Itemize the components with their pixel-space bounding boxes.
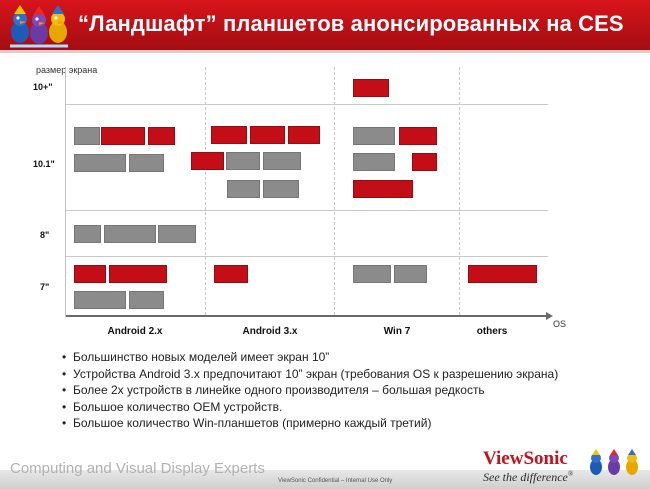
list-item: Большое количество Win-планшетов (пример… (62, 415, 558, 432)
header-bar (0, 0, 650, 50)
tablet-block-gray (74, 291, 126, 309)
tablet-block-red (211, 126, 247, 144)
tablet-block-red (412, 153, 437, 171)
tablet-block-gray (353, 153, 395, 171)
tablet-block-gray (227, 180, 260, 198)
confidential-notice: ViewSonic Confidential – Internal Use On… (278, 478, 393, 484)
tablet-block-gray (74, 154, 126, 172)
tablet-block-red (101, 127, 145, 145)
x-axis-arrow-icon (546, 312, 553, 320)
row-divider (66, 104, 548, 105)
tablet-block-red (353, 180, 413, 198)
y-axis (65, 67, 66, 317)
column-divider (205, 67, 206, 315)
list-item: Большое количество OEM устройств. (62, 399, 558, 416)
list-item: Большинство новых моделей имеет экран 10… (62, 349, 558, 366)
tablet-block-red (148, 127, 175, 145)
tablet-block-gray (394, 265, 427, 283)
tablet-block-red (399, 127, 437, 145)
x-axis-label: OS (553, 319, 567, 329)
row-label-10plus: 10+" (33, 82, 53, 92)
tablet-block-red (191, 152, 224, 170)
tablet-block-gray (104, 225, 156, 243)
viewsonic-birds-icon (590, 449, 638, 475)
row-label-10-1: 10.1" (33, 159, 55, 169)
tablet-block-gray (226, 152, 260, 170)
list-item: Устройства Android 3.x предпочитают 10” … (62, 366, 558, 383)
brand-name: ViewSonic (483, 448, 568, 469)
tablet-block-gray (263, 180, 299, 198)
tablet-block-gray (129, 154, 164, 172)
tablet-block-gray (129, 291, 164, 309)
tablet-block-red (214, 265, 248, 283)
x-axis (66, 315, 546, 317)
column-label-others: others (476, 326, 508, 337)
row-divider (66, 210, 548, 211)
registered-mark: ® (567, 470, 574, 478)
tablet-block-gray (353, 127, 395, 145)
row-label-8: 8" (40, 230, 50, 240)
tablet-block-red (288, 126, 320, 144)
tablet-block-gray (158, 225, 196, 243)
tablet-block-red (250, 126, 285, 144)
tablet-block-red (109, 265, 167, 283)
row-label-7: 7" (40, 282, 50, 292)
tablet-block-gray (353, 265, 391, 283)
slogan-text: See the difference (483, 470, 568, 484)
key-points-list: Большинство новых моделей имеет экран 10… (62, 349, 558, 432)
column-divider (334, 67, 335, 315)
list-item: Более 2х устройств в линейке одного прои… (62, 382, 558, 399)
brand-slogan: See the difference® (483, 470, 573, 485)
tablet-block-red (468, 265, 537, 283)
y-axis-label: размер экрана (36, 65, 98, 75)
tablet-block-gray (74, 225, 101, 243)
header-underline (0, 50, 650, 53)
tablet-block-red (74, 265, 106, 283)
row-divider (66, 256, 548, 257)
page-title: “Ландшафт” планшетов анонсированных на C… (78, 11, 624, 36)
column-label-android-2x: Android 2.x (107, 326, 163, 337)
viewsonic-birds-icon (10, 5, 68, 48)
column-label-win7: Win 7 (383, 326, 411, 337)
footer-bar (0, 470, 650, 489)
column-label-android-3x: Android 3.x (242, 326, 298, 337)
footer-tagline: Computing and Visual Display Experts (10, 460, 265, 477)
column-divider (459, 67, 460, 315)
tablet-block-gray (263, 152, 301, 170)
tablet-block-gray (74, 127, 100, 145)
tablet-block-red (353, 79, 389, 97)
